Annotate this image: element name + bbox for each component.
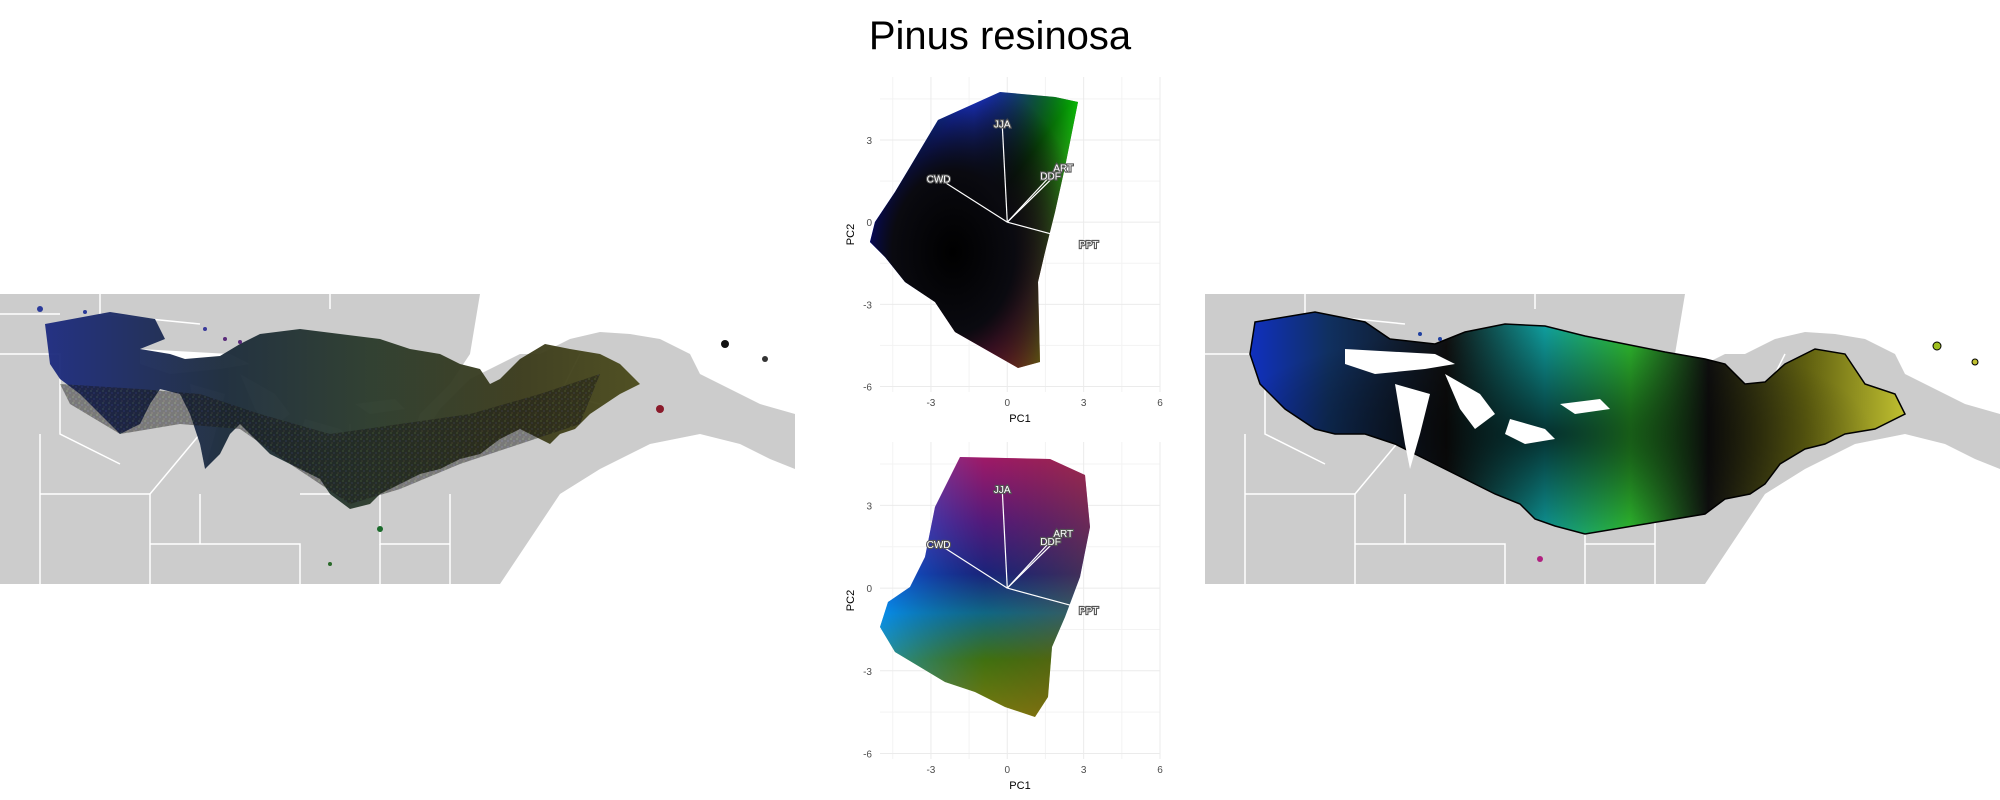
vector-ppt [1007,221,1089,245]
ocean [410,294,795,444]
vector-ppt [1007,587,1089,611]
vector-cwd [938,177,1008,223]
vector-ddf [1006,175,1051,223]
y-axis-label: PC2 [845,224,857,245]
x-tick-label: -3 [926,765,935,776]
pca-top-cloud [870,92,1078,368]
great-lakes [1345,349,1610,469]
vector-label-jja: JJA [994,485,1011,496]
vector-label-ppt: PPT [1079,606,1098,617]
figure-title: Pinus resinosa [868,14,1132,58]
ocean [1615,294,2000,444]
ocean-lower [1705,434,2000,584]
pca-bottom-cloud [880,457,1090,717]
vector-label-jja: JJA [994,120,1011,131]
x-tick-label: 3 [1081,398,1087,409]
y-tick-label: 0 [866,218,872,229]
range-speckle [60,374,600,504]
vector-jja [1001,123,1008,223]
x-axis-label: PC1 [1009,780,1030,792]
y-tick-label: -6 [863,749,872,760]
x-axis-label: PC1 [1009,413,1030,425]
vector-jja [1001,488,1008,589]
x-tick-label: 6 [1157,765,1163,776]
y-tick-label: -3 [863,667,872,678]
range-outliers [37,306,768,566]
vector-art [1006,166,1064,223]
x-tick-label: 6 [1157,398,1163,409]
vector-label-cwd: CWD [927,174,951,185]
vector-label-ppt: PPT [1079,240,1098,251]
vector-cwd [938,543,1008,589]
species-range-left [45,312,640,509]
y-tick-label: 3 [866,501,872,512]
map-left [0,294,795,584]
x-tick-label: 0 [1004,398,1010,409]
vector-label-art: ART [1053,529,1073,540]
vector-label-ddf: DDF [1040,537,1061,548]
vector-label-art: ART [1053,163,1073,174]
ocean-lower [500,434,795,584]
y-axis-label: PC2 [845,590,857,611]
vector-ddf [1006,540,1051,589]
y-tick-label: 0 [866,584,872,595]
y-tick-label: 3 [866,136,872,147]
vector-label-ddf: DDF [1040,172,1061,183]
x-tick-label: -3 [926,398,935,409]
y-tick-label: -6 [863,383,872,394]
vector-label-cwd: CWD [927,540,951,551]
x-tick-label: 3 [1081,765,1087,776]
map-right [1205,294,2000,584]
vector-art [1006,532,1064,589]
range-outliers [1418,332,1979,562]
y-tick-label: -3 [863,300,872,311]
x-tick-label: 0 [1004,765,1010,776]
